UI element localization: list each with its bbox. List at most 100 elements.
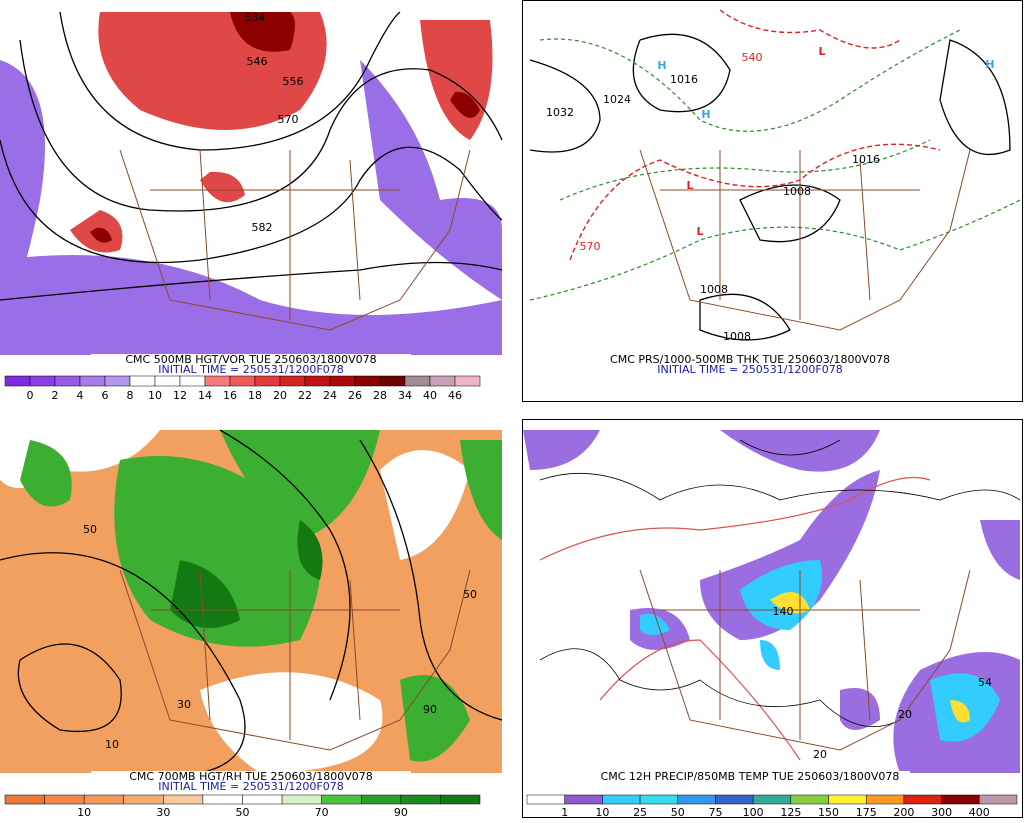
colorbar-label: 1: [561, 806, 568, 819]
colorbar-swatch: [941, 794, 980, 805]
colorbar-label: 16: [223, 389, 237, 402]
colorbar-swatch: [564, 794, 603, 805]
contour-label: 534: [245, 11, 266, 24]
contour-label: 10: [105, 738, 119, 751]
pressure-center: L: [686, 179, 693, 192]
colorbar-swatch: [440, 794, 481, 805]
title-background: [590, 771, 910, 793]
colorbar-swatch: [329, 375, 356, 387]
map-pressure: [529, 9, 1021, 341]
colorbar-label: 100: [743, 806, 764, 819]
contour-label: 1024: [603, 93, 631, 106]
colorbar-label: 50: [236, 806, 250, 819]
colorbar-swatch: [454, 375, 481, 387]
colorbar-swatch: [254, 375, 281, 387]
contour-label: 54: [978, 676, 992, 689]
pressure-center: H: [701, 108, 710, 121]
colorbar-label: 70: [315, 806, 329, 819]
colorbar-label: 18: [248, 389, 262, 402]
colorbar-swatch: [79, 375, 106, 387]
colorbar-swatch: [281, 794, 322, 805]
colorbar-label: 28: [373, 389, 387, 402]
colorbar-swatch: [242, 794, 283, 805]
contour-label: 556: [283, 75, 304, 88]
colorbar-label: 20: [273, 389, 287, 402]
contour-label: 1008: [700, 283, 728, 296]
initial-time: INITIAL TIME = 250531/1200F078: [158, 780, 343, 793]
colorbar-swatch: [279, 375, 306, 387]
pressure-center: L: [696, 225, 703, 238]
colorbar-swatch: [828, 794, 867, 805]
colorbar-swatch: [54, 375, 81, 387]
colorbar-swatch: [321, 794, 362, 805]
map-vorticity: [0, 11, 503, 355]
contour-label: 1016: [852, 153, 880, 166]
map-humidity: [0, 429, 503, 774]
colorbar-label: 4: [77, 389, 84, 402]
colorbar-label: 400: [969, 806, 990, 819]
colorbar-swatch: [202, 794, 243, 805]
colorbar-label: 30: [156, 806, 170, 819]
contour-label: 20: [813, 748, 827, 761]
colorbar-label: 0: [27, 389, 34, 402]
colorbar-label: 14: [198, 389, 212, 402]
colorbar-swatch: [677, 794, 716, 805]
colorbar-label: 50: [671, 806, 685, 819]
colorbar-swatch: [602, 794, 641, 805]
panel-title: CMC 700MB HGT/RH TUE 250603/1800V078: [129, 770, 373, 783]
title-background: [590, 354, 910, 376]
panel-title: CMC PRS/1000-500MB THK TUE 250603/1800V0…: [610, 353, 890, 366]
colorbar-swatch: [44, 794, 85, 805]
contour-label: 50: [83, 523, 97, 536]
pressure-center: H: [657, 59, 666, 72]
colorbar-swatch: [104, 375, 131, 387]
colorbar-label: 150: [818, 806, 839, 819]
colorbar-label: 34: [398, 389, 412, 402]
contour-label: 30: [177, 698, 191, 711]
colorbar-label: 6: [102, 389, 109, 402]
colorbar-swatch: [4, 794, 45, 805]
contour-label: 140: [773, 605, 794, 618]
contour-label: 90: [423, 703, 437, 716]
colorbar-swatch: [4, 375, 31, 387]
title-background: [91, 354, 411, 376]
colorbar-label: 24: [323, 389, 337, 402]
colorbar-swatch: [715, 794, 754, 805]
colorbar-swatch: [354, 375, 381, 387]
initial-time: INITIAL TIME = 250531/1200F078: [657, 363, 842, 376]
colorbar-swatch: [429, 375, 456, 387]
panel-frame: [522, 0, 1023, 402]
colorbar-swatch: [400, 794, 441, 805]
colorbar-swatch: [361, 794, 402, 805]
colorbar-swatch: [865, 794, 905, 805]
colorbar-label: 46: [448, 389, 462, 402]
colorbar-label: 75: [708, 806, 722, 819]
contour-label: 1008: [783, 185, 811, 198]
initial-time: INITIAL TIME = 250531/1200F078: [158, 363, 343, 376]
title-background: [91, 771, 411, 793]
colorbar-swatch: [179, 375, 206, 387]
colorbar-swatch: [129, 375, 156, 387]
colorbar-label: 2: [52, 389, 59, 402]
panel-frame: [522, 419, 1023, 818]
contour-label: 50: [463, 588, 477, 601]
colorbar-swatch: [903, 794, 942, 805]
colorbar-swatch: [526, 794, 565, 805]
pressure-center: L: [818, 45, 825, 58]
contour-label: 546: [247, 55, 268, 68]
colorbar-label: 40: [423, 389, 437, 402]
colorbar-swatch: [790, 794, 829, 805]
colorbar-swatch: [123, 794, 164, 805]
colorbar-swatch: [304, 375, 331, 387]
colorbar-swatch: [639, 794, 679, 805]
colorbar-swatch: [204, 375, 231, 387]
colorbar-swatch: [752, 794, 792, 805]
colorbar-swatch: [83, 794, 124, 805]
contour-label: 1032: [546, 106, 574, 119]
colorbar-label: 90: [394, 806, 408, 819]
map-precip: [523, 430, 1021, 773]
colorbar-label: 125: [780, 806, 801, 819]
colorbar-label: 25: [633, 806, 647, 819]
panel-title: CMC 12H PRECIP/850MB TEMP TUE 250603/180…: [601, 770, 900, 783]
